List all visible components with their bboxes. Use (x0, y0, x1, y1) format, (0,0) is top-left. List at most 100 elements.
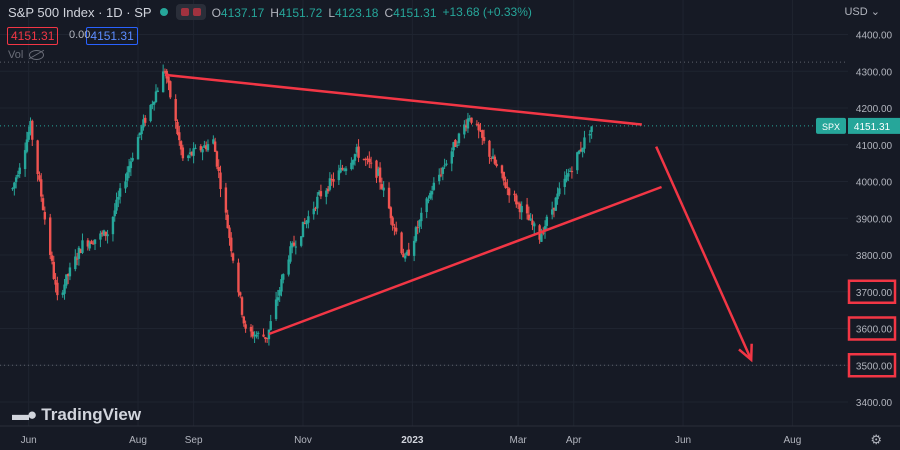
candle-body (375, 160, 378, 178)
candle (127, 158, 131, 179)
candle (357, 139, 360, 163)
candle (276, 289, 280, 306)
candle (583, 130, 586, 154)
candle (504, 176, 507, 189)
candle (213, 137, 217, 152)
candle (515, 193, 518, 208)
candle (48, 213, 52, 259)
candle (212, 135, 215, 145)
candle-body (269, 321, 272, 330)
candle-body (142, 119, 145, 128)
trade-buttons: 4151.31 0.00 4151.31 (7, 27, 138, 45)
candle-body (176, 121, 179, 135)
candle-body (163, 71, 167, 73)
candle-body (590, 126, 593, 132)
candle (203, 140, 206, 149)
candle (531, 214, 534, 231)
candle (217, 159, 220, 179)
candle-body (212, 139, 215, 144)
candle (131, 152, 134, 162)
spread-value: 0.00 (69, 29, 91, 41)
candle (576, 151, 579, 175)
candle-body (332, 178, 335, 182)
tradingview-logo-icon: ▬● (12, 405, 37, 424)
candle-body (256, 332, 260, 334)
candle-body (425, 198, 428, 212)
candle-body (13, 182, 16, 189)
candle (27, 126, 30, 143)
candle-body (249, 326, 253, 332)
candle (25, 131, 29, 154)
candle (65, 274, 68, 289)
candle-body (357, 146, 360, 158)
candle (16, 170, 20, 179)
candle (228, 225, 231, 246)
currency-selector[interactable]: USD ⌄ (844, 5, 880, 18)
candle-body (215, 151, 219, 167)
candle-body (577, 150, 581, 154)
candle (380, 177, 384, 190)
candle (412, 236, 416, 262)
candle-body (305, 220, 308, 225)
candle (63, 278, 66, 300)
candle (368, 151, 371, 169)
candle (563, 171, 566, 195)
candle-body (274, 299, 278, 320)
candle (29, 117, 32, 136)
gear-icon[interactable]: ⚙ (870, 432, 882, 447)
candle-body (427, 200, 430, 202)
eye-hidden-icon[interactable] (29, 50, 45, 60)
candle-body (353, 154, 357, 161)
candle-body (466, 118, 470, 129)
candle-body (464, 125, 468, 128)
candle (430, 185, 434, 201)
candle (565, 169, 568, 183)
candle-body (479, 130, 482, 132)
low-label: L (328, 5, 336, 20)
candle-body (48, 217, 52, 255)
candle-body (106, 234, 109, 237)
candle-body (527, 214, 531, 221)
last-price-tag (848, 117, 900, 134)
candle (156, 87, 159, 93)
candle (507, 187, 511, 203)
candle-body (420, 212, 423, 222)
flag-toggle[interactable] (175, 4, 206, 20)
buy-button[interactable]: 4151.31 (86, 27, 138, 45)
candle-body (113, 210, 116, 217)
candle (140, 124, 143, 141)
candle-body (88, 242, 91, 249)
candle (493, 154, 497, 165)
candle (274, 291, 278, 321)
trendline (268, 185, 662, 336)
candle (267, 329, 271, 346)
candle (500, 164, 504, 179)
candle-body (416, 227, 419, 229)
sell-button[interactable]: 4151.31 (7, 27, 59, 45)
candle (239, 291, 242, 299)
candle (427, 195, 430, 204)
candle-body (443, 165, 446, 167)
candle-body (66, 274, 70, 277)
candle (255, 331, 258, 339)
candle (337, 164, 341, 185)
candle (282, 273, 285, 284)
candle (81, 233, 84, 255)
highlight-level-box (847, 316, 897, 341)
candle (41, 194, 45, 211)
price-tick-label: 4400.00 (856, 31, 893, 42)
candle (343, 167, 346, 172)
candle (405, 249, 409, 257)
candle (482, 129, 486, 144)
time-tick-label: Jun (675, 435, 691, 446)
time-tick-label: Aug (129, 435, 147, 446)
candle (93, 239, 97, 251)
symbol-title[interactable]: S&P 500 Index · 1D · SP (8, 4, 152, 20)
candle-body (93, 239, 97, 244)
candle-body (190, 151, 194, 156)
candle (344, 166, 348, 176)
candle-body (380, 184, 384, 189)
candle-body (27, 132, 30, 140)
candle-body (445, 163, 448, 165)
